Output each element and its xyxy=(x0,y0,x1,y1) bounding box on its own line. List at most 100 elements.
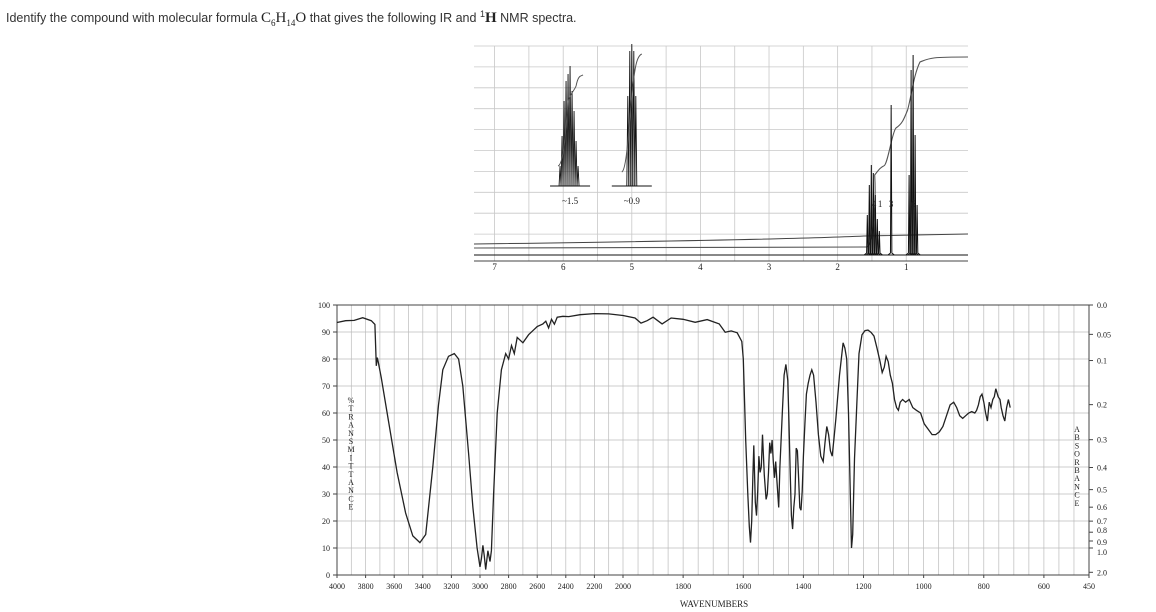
axis-label-letter: T xyxy=(349,470,354,479)
axis-label-letter: I xyxy=(350,453,353,462)
nmr-peak-triplet xyxy=(905,174,913,256)
ir-x-tick-label: 3400 xyxy=(415,582,431,591)
axis-label-letter: C xyxy=(348,494,353,503)
axis-label-letter: N xyxy=(348,429,354,438)
nmr-peak-triplet xyxy=(907,69,915,256)
question-text: Identify the compound with molecular for… xyxy=(6,9,577,28)
nmr-peak-multiplet xyxy=(869,172,877,256)
ir-x-tick-label: 2800 xyxy=(501,582,517,591)
ir-y-tick-label: 60 xyxy=(322,409,330,418)
ir-x-ticks: 4000 3800 3600 3400 3200 3000 2800 2600 2400 2200… xyxy=(329,575,1095,591)
ir-y-tick-label: 80 xyxy=(322,355,330,364)
ir-x-tick-label: 2400 xyxy=(558,582,574,591)
ir-right-tick-label: 2.0 xyxy=(1097,568,1107,577)
ir-x-tick-label: 3000 xyxy=(472,582,488,591)
ir-x-tick-label: 2200 xyxy=(586,582,602,591)
axis-label-letter: B xyxy=(1074,433,1079,442)
ir-y-tick-label: 50 xyxy=(322,436,330,445)
nmr-peak-multiplet xyxy=(873,218,881,256)
axis-label-letter: A xyxy=(348,478,354,487)
ir-y-tick-label: 10 xyxy=(322,544,330,553)
axis-label-letter: B xyxy=(1074,466,1079,475)
question-suffix: NMR spectra. xyxy=(500,11,577,26)
nmr-peak-triplet xyxy=(911,134,919,256)
ir-y-tick-label: 0 xyxy=(326,571,330,580)
nmr-x-tick-label: 7 xyxy=(492,262,497,272)
axis-label-letter: T xyxy=(349,404,354,413)
ir-x-tick-label: 450 xyxy=(1083,582,1095,591)
ir-y-tick-label: 40 xyxy=(322,463,330,472)
nmr-baseline-drift xyxy=(473,233,969,245)
ir-right-tick-label: 0.4 xyxy=(1097,464,1107,473)
axis-label-letter: N xyxy=(348,486,354,495)
ir-right-tick-label: 0.2 xyxy=(1097,401,1107,410)
nmr-h-symbol: H xyxy=(484,10,497,27)
ir-right-tick-label: 1.0 xyxy=(1097,548,1107,557)
nmr-x-tick-label: 3 xyxy=(767,262,772,272)
axis-label-letter: A xyxy=(1074,474,1080,483)
axis-label-letter: O xyxy=(1074,450,1080,459)
axis-label-letter: R xyxy=(1074,458,1080,467)
ir-right-tick-label: 0.7 xyxy=(1097,517,1107,526)
question-prefix: Identify the compound with molecular for… xyxy=(6,11,258,26)
ir-right-tick-label: 0.05 xyxy=(1097,330,1111,339)
axis-label-letter: M xyxy=(347,445,354,454)
nmr-x-ticks: 7 6 5 4 3 2 1 xyxy=(492,262,908,272)
ir-x-tick-label: 2000 xyxy=(615,582,631,591)
axis-label-letter: E xyxy=(1075,499,1080,508)
ir-x-tick-label: 800 xyxy=(978,582,990,591)
nmr-grid xyxy=(474,45,968,262)
axis-label-letter: S xyxy=(1075,441,1079,450)
nmr-peak-triplet xyxy=(909,54,917,256)
nmr-peak-multiplet xyxy=(871,194,879,256)
axis-label-letter: A xyxy=(348,421,354,430)
nmr-integration-label: 3 xyxy=(889,199,894,209)
ir-x-tick-label: 4000 xyxy=(329,582,345,591)
nmr-expansion-inset: ~1.5 xyxy=(550,65,591,206)
nmr-x-tick-label: 1 xyxy=(904,262,909,272)
ir-spectrum-line xyxy=(336,312,1011,570)
axis-label-letter: R xyxy=(348,412,354,421)
ir-x-tick-label: 1800 xyxy=(675,582,691,591)
nmr-superscript: 1 xyxy=(479,9,485,19)
ir-y-tick-label: 90 xyxy=(322,328,330,337)
ir-right-tick-label: 0.0 xyxy=(1097,301,1107,310)
ir-right-tick-label: 0.5 xyxy=(1097,486,1107,495)
nmr-integration-label: 6 xyxy=(911,199,916,209)
nmr-expansion-label: ~1.5 xyxy=(562,196,579,206)
ir-x-tick-label: 1000 xyxy=(916,582,932,591)
ir-right-ticks: 0.0 0.05 0.1 0.2 0.3 0.4 0.5 0.6 0.70.8 0.91.0 2.0 xyxy=(1089,301,1111,577)
nmr-x-tick-label: 2 xyxy=(835,262,840,272)
ir-y-tick-label: 100 xyxy=(318,301,330,310)
ir-y-tick-label: 20 xyxy=(322,517,330,526)
nmr-integration-label: 4 xyxy=(872,199,877,209)
nmr-x-tick-label: 6 xyxy=(561,262,566,272)
ir-x-tick-label: 3800 xyxy=(358,582,374,591)
axis-label-letter: T xyxy=(349,462,354,471)
axis-label-letter: E xyxy=(349,503,354,512)
molecular-formula: C6H14O xyxy=(261,10,307,29)
nmr-peak-multiplet xyxy=(875,230,883,256)
nmr-x-tick-label: 5 xyxy=(630,262,635,272)
nmr-integration-label: 1 xyxy=(878,199,883,209)
axis-label-letter: N xyxy=(1074,482,1080,491)
nmr-expansion-inset: ~0.9 xyxy=(611,43,652,206)
ir-x-tick-label: 1200 xyxy=(856,582,872,591)
ir-grid xyxy=(336,304,1090,576)
nmr-expansion-label: ~0.9 xyxy=(624,196,641,206)
ir-right-tick-label: 0.6 xyxy=(1097,503,1107,512)
ir-y-tick-label: 70 xyxy=(322,382,330,391)
ir-right-tick-label: 0.9 xyxy=(1097,538,1107,547)
nmr-peak-multiplet xyxy=(867,164,875,256)
ir-right-tick-label: 0.1 xyxy=(1097,357,1107,366)
ir-x-tick-label: 3200 xyxy=(443,582,459,591)
ir-x-tick-label: 600 xyxy=(1038,582,1050,591)
nmr-expansions: ~1.5 ~0.9 xyxy=(550,43,652,206)
ir-x-tick-label: 1600 xyxy=(735,582,751,591)
nmr-peak-multiplet xyxy=(863,214,871,256)
